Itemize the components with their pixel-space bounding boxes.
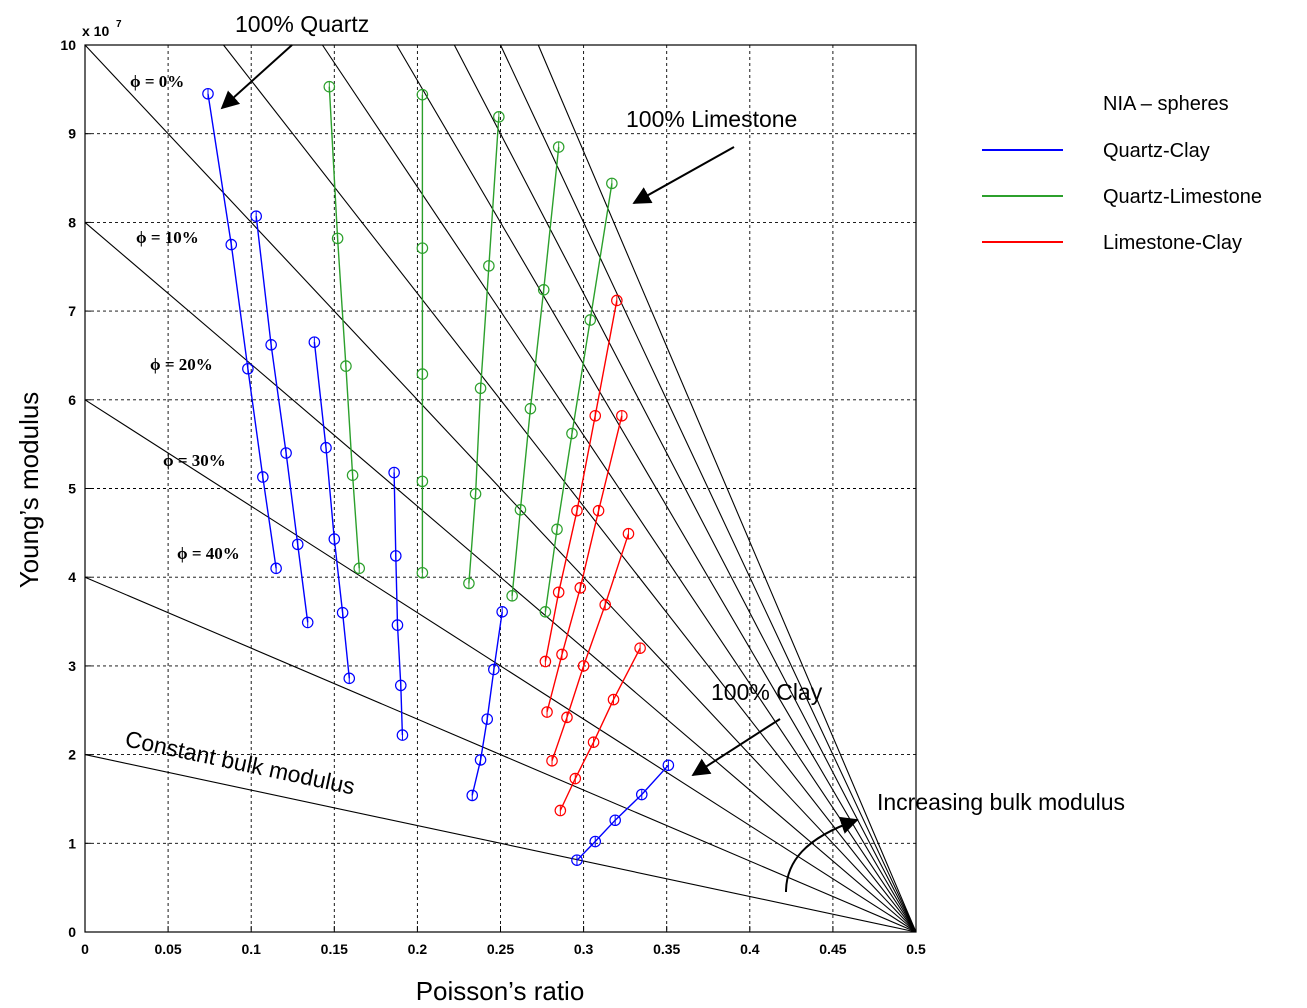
x-tick-label: 0.05 [154,941,181,957]
y-tick-label: 10 [60,37,76,53]
bulk-modulus-lines [84,44,917,933]
y-tick-label: 7 [68,303,76,319]
y-axis-title: Young’s modulus [14,392,44,589]
annotation-100-quartz: 100% Quartz [235,11,369,37]
arrow-increasing-bulk-modulus [785,816,859,893]
x-tick-label: 0.15 [321,941,348,957]
x-tick-label: 0.35 [653,941,680,957]
bulk-modulus-line [500,44,917,933]
y-exponent-label: x 10 [82,23,109,39]
legend-label: Quartz-Clay [1103,140,1210,162]
x-tick-label: 0.25 [487,941,514,957]
y-tick-label: 2 [68,747,76,763]
y-exponent-power: 7 [116,19,122,30]
legend: NIA – spheres Quartz-Clay Quartz-Limeston… [982,93,1262,254]
x-tick-label: 0.1 [241,941,261,957]
arrow-100-quartz [220,44,293,110]
arrow-100-clay [691,718,781,776]
y-tick-label: 8 [68,214,76,230]
x-tick-label: 0.3 [574,941,594,957]
y-tick-label: 3 [68,658,76,674]
legend-entries: Quartz-Clay Quartz-Limestone Limestone-Cla… [982,140,1262,254]
bulk-modulus-line [537,44,917,933]
x-tick-label: 0.2 [408,941,428,957]
legend-label: Quartz-Limestone [1103,186,1262,208]
annotation-100-clay: 100% Clay [711,679,823,705]
porosity-label-10: ϕ = 10% [136,228,199,247]
bulk-modulus-line [321,44,917,933]
bulk-modulus-line [84,399,917,933]
bulk-modulus-line [223,44,917,933]
annotation-100-limestone: 100% Limestone [626,106,797,132]
y-tick-label: 6 [68,392,76,408]
legend-title: NIA – spheres [1103,93,1229,115]
porosity-label-30: ϕ = 30% [163,451,226,470]
y-tick-label: 1 [68,835,76,851]
x-tick-label: 0.4 [740,941,760,957]
annotation-increasing-bulk-modulus: Increasing bulk modulus [877,789,1125,815]
y-tick-label: 5 [68,481,76,497]
tick-labels: 0 0.05 0.1 0.15 0.2 0.25 0.3 0.35 0.4 0.45 0.5 0 1 2 3… [60,37,926,957]
arrow-100-limestone [632,146,735,204]
legend-label: Limestone-Clay [1103,232,1242,254]
bulk-modulus-line [396,44,917,933]
bulk-modulus-line [84,221,917,933]
y-tick-label: 4 [68,569,76,585]
porosity-label-0: ϕ = 0% [130,72,184,91]
x-axis-title: Poisson’s ratio [416,976,585,1006]
y-tick-label: 0 [68,924,76,940]
bulk-modulus-line [453,44,917,933]
bulk-modulus-line [84,576,917,933]
porosity-label-20: ϕ = 20% [150,355,213,374]
x-tick-label: 0.5 [906,941,926,957]
porosity-label-40: ϕ = 40% [177,544,240,563]
bulk-modulus-line [84,754,917,933]
x-tick-label: 0 [81,941,89,957]
series-layer [202,80,675,866]
y-tick-label: 9 [68,126,76,142]
x-tick-label: 0.45 [819,941,846,957]
